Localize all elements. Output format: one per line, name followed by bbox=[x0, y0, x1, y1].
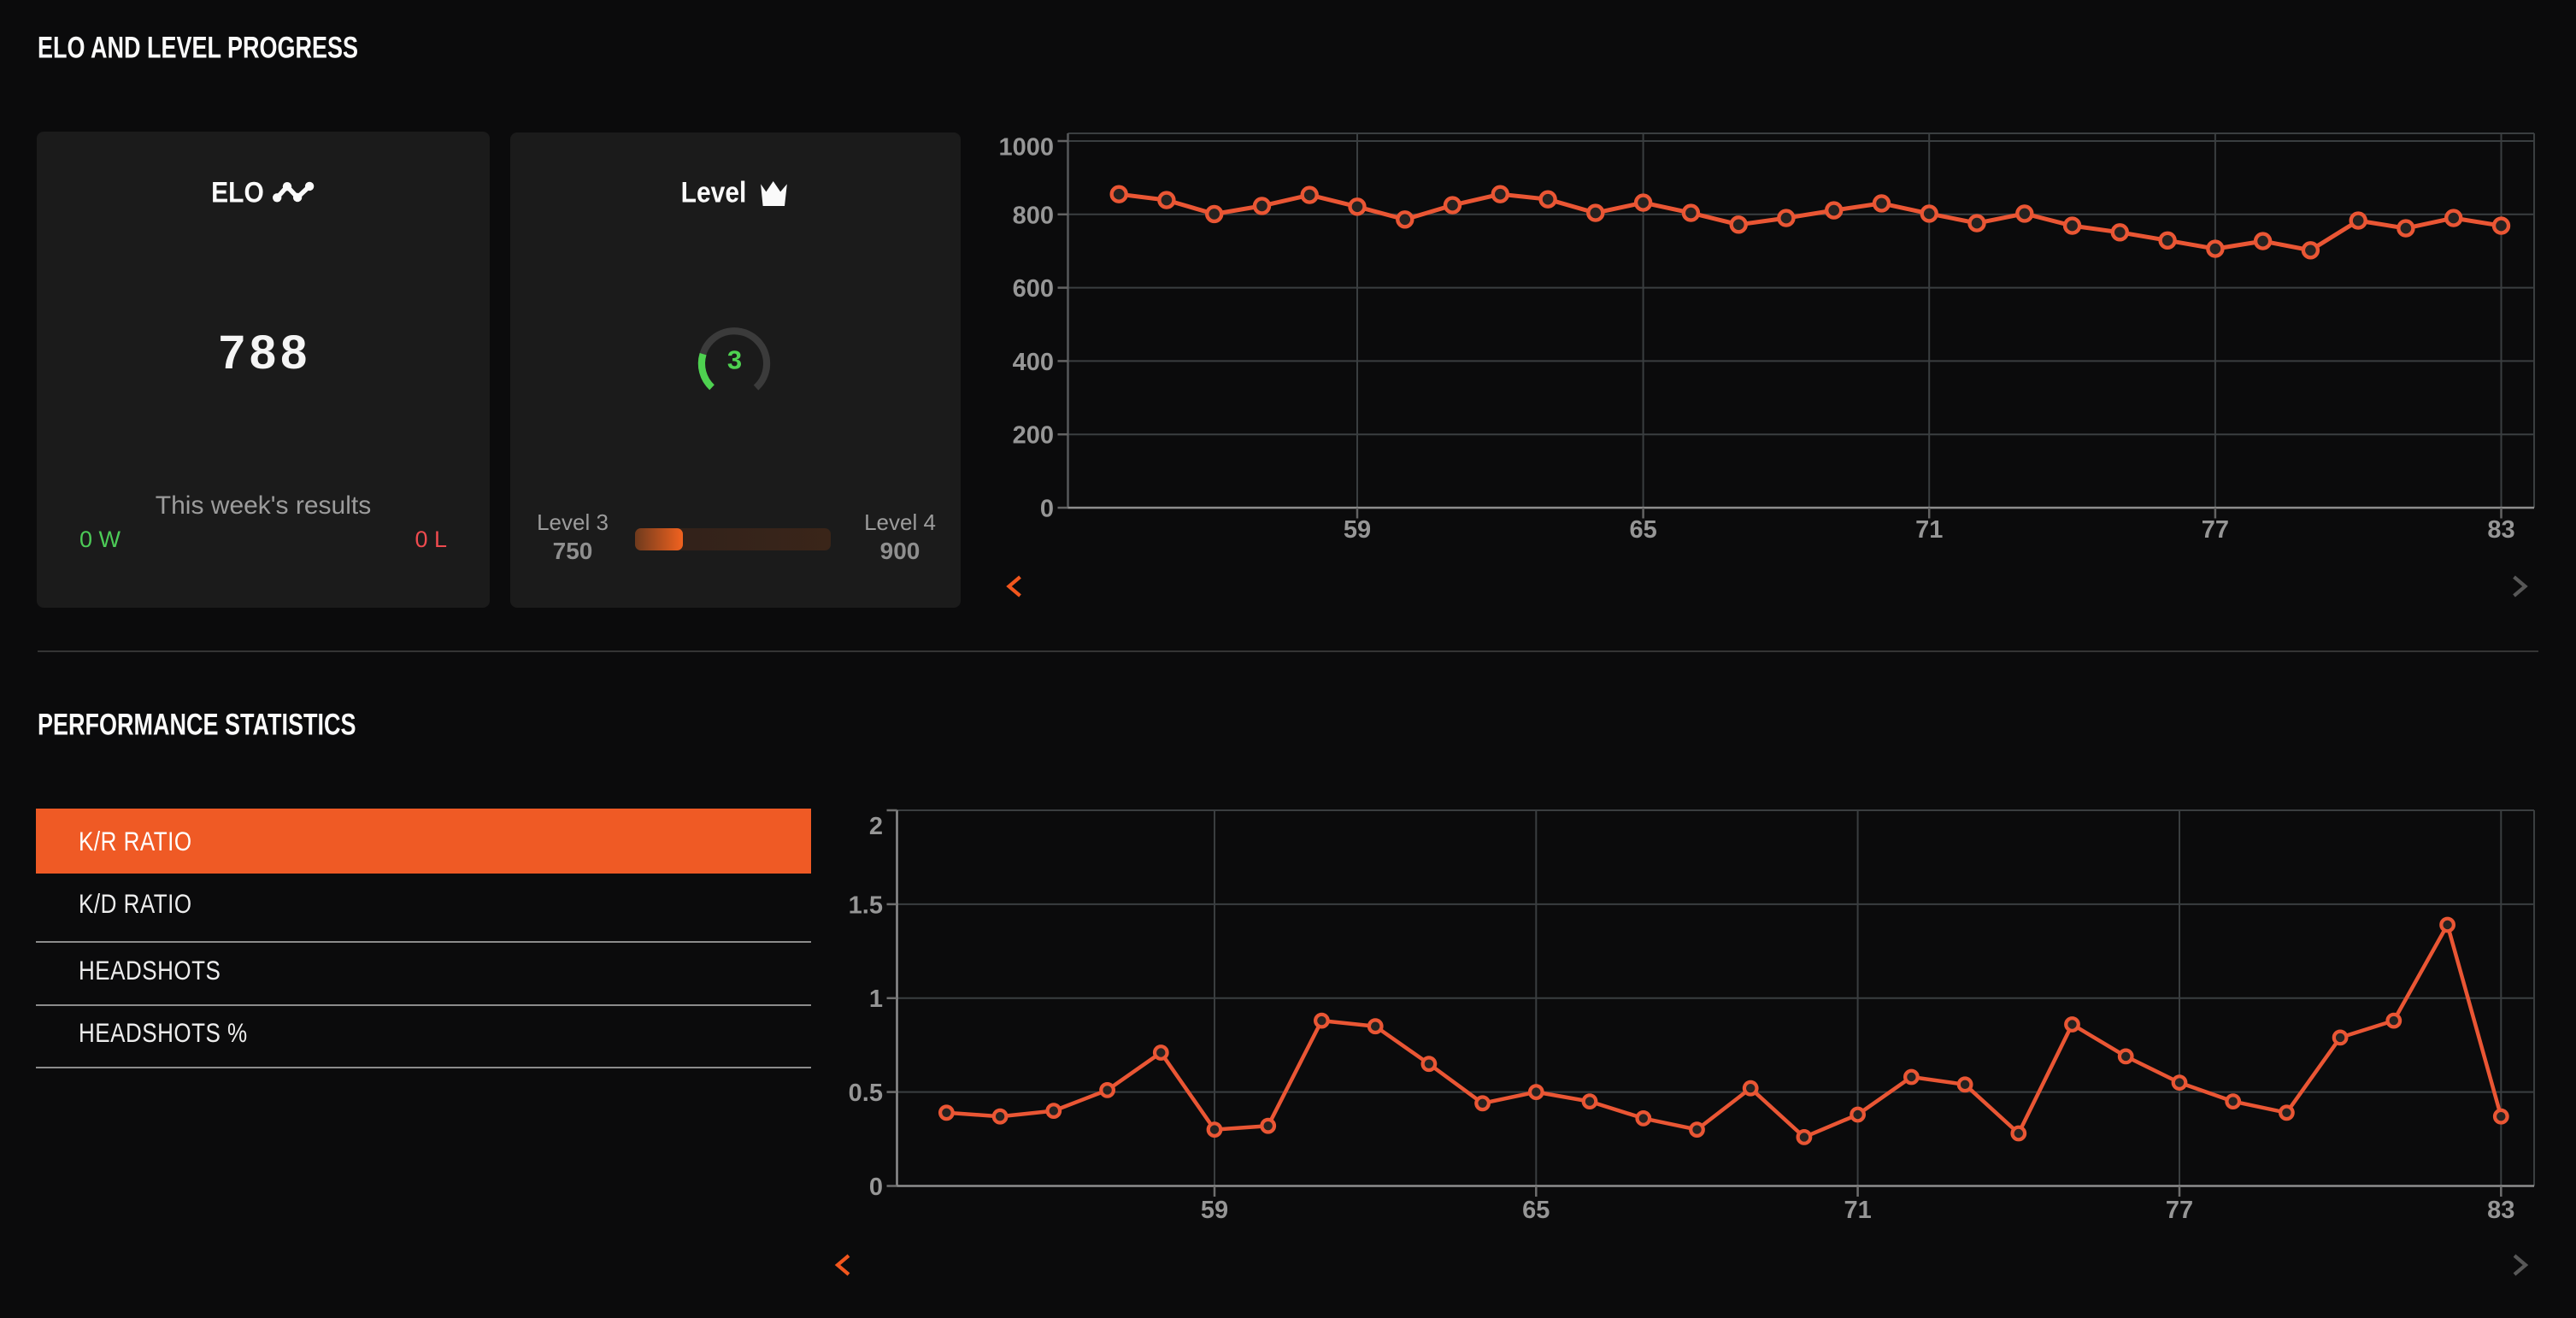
svg-text:600: 600 bbox=[1013, 275, 1054, 303]
svg-text:71: 71 bbox=[1844, 1197, 1871, 1224]
svg-text:1.5: 1.5 bbox=[849, 891, 883, 919]
svg-text:0: 0 bbox=[869, 1174, 883, 1201]
svg-text:77: 77 bbox=[2202, 516, 2229, 544]
svg-text:59: 59 bbox=[1344, 516, 1371, 544]
svg-text:400: 400 bbox=[1013, 349, 1054, 376]
svg-text:1000: 1000 bbox=[998, 134, 1054, 162]
svg-text:83: 83 bbox=[2487, 516, 2514, 544]
svg-text:83: 83 bbox=[2487, 1197, 2514, 1224]
svg-text:3: 3 bbox=[727, 345, 742, 375]
svg-text:1: 1 bbox=[869, 986, 883, 1013]
svg-text:200: 200 bbox=[1013, 422, 1054, 450]
svg-text:0: 0 bbox=[1040, 496, 1054, 523]
svg-text:0.5: 0.5 bbox=[849, 1080, 883, 1107]
svg-text:71: 71 bbox=[1915, 516, 1943, 544]
svg-text:2: 2 bbox=[869, 813, 883, 840]
svg-text:59: 59 bbox=[1201, 1197, 1228, 1224]
svg-text:800: 800 bbox=[1013, 202, 1054, 229]
svg-text:65: 65 bbox=[1629, 516, 1656, 544]
svg-text:77: 77 bbox=[2166, 1197, 2193, 1224]
svg-text:65: 65 bbox=[1522, 1197, 1550, 1224]
